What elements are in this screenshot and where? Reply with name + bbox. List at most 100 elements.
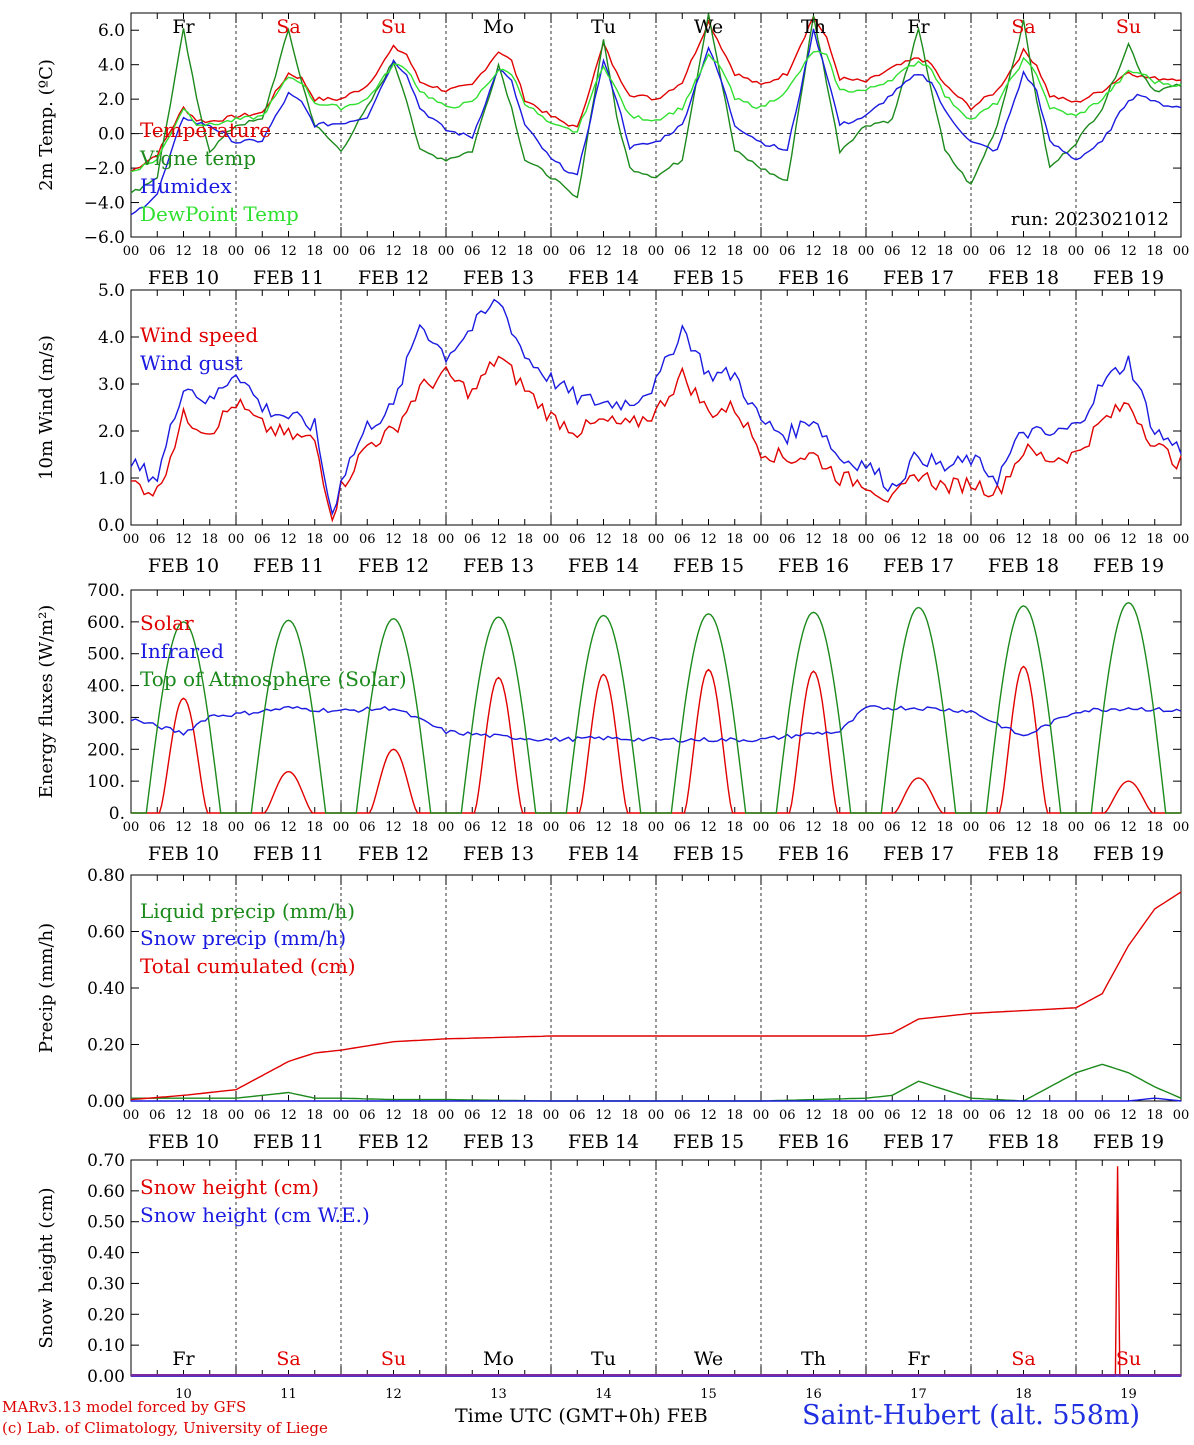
day-of-week-label: Fr [172, 16, 195, 38]
x-hour-label: 06 [884, 1108, 901, 1123]
station-name: Saint-Hubert (alt. 558m) [802, 1400, 1141, 1431]
x-hour-label: 06 [254, 1108, 271, 1123]
day-number-label: 17 [910, 1387, 927, 1402]
x-hour-label: 06 [569, 532, 586, 547]
y-tick-label: 5.0 [98, 281, 125, 301]
x-hour-label: 18 [1146, 244, 1163, 259]
day-number-label: 15 [700, 1387, 717, 1402]
x-hour-label: 00 [543, 1108, 560, 1123]
x-hour-label: 06 [989, 1108, 1006, 1123]
y-tick-label: 0.70 [87, 1151, 125, 1171]
x-hour-label: 12 [700, 532, 717, 547]
x-hour-label: 00 [1173, 1108, 1190, 1123]
x-hour-label: 18 [936, 244, 953, 259]
x-hour-label: 12 [175, 532, 192, 547]
y-axis-label: 2m Temp. (ºC) [36, 59, 57, 191]
x-hour-label: 06 [569, 244, 586, 259]
day-number-label: 19 [1120, 1387, 1137, 1402]
x-hour-label: 06 [989, 532, 1006, 547]
y-tick-label: 0. [109, 804, 125, 824]
day-of-week-label: Mo [483, 16, 514, 38]
y-tick-label: 0.00 [87, 1092, 125, 1112]
x-hour-label: 18 [306, 1108, 323, 1123]
x-hour-label: 12 [1120, 532, 1137, 547]
x-date-label: FEB 13 [463, 1131, 534, 1153]
x-hour-label: 12 [1015, 1108, 1032, 1123]
x-date-label: FEB 13 [463, 843, 534, 865]
x-hour-label: 00 [1173, 244, 1190, 259]
y-tick-label: 200. [87, 740, 125, 760]
x-hour-label: 00 [333, 244, 350, 259]
x-hour-label: 00 [648, 532, 665, 547]
x-hour-label: 12 [490, 1108, 507, 1123]
y-tick-label: 0.10 [87, 1336, 125, 1356]
x-hour-label: 06 [149, 244, 166, 259]
y-tick-label: 600. [87, 613, 125, 633]
x-hour-label: 06 [254, 244, 271, 259]
x-hour-label: 12 [1120, 1108, 1137, 1123]
y-tick-label: 0.00 [87, 1367, 125, 1387]
x-hour-label: 06 [989, 244, 1006, 259]
y-axis-label: Precip (mm/h) [36, 923, 57, 1053]
x-hour-label: 18 [621, 1108, 638, 1123]
day-of-week-label: Su [381, 16, 406, 38]
day-of-week-label: Fr [172, 1348, 195, 1370]
x-date-label: FEB 10 [148, 267, 219, 289]
x-hour-label: 18 [726, 820, 743, 835]
y-tick-label: 100. [87, 772, 125, 792]
x-date-label: FEB 17 [883, 843, 954, 865]
day-number-label: 14 [595, 1387, 612, 1402]
x-date-label: FEB 10 [148, 555, 219, 577]
legend-label: Temperature [140, 118, 271, 142]
x-date-label: FEB 17 [883, 555, 954, 577]
day-of-week-label: Su [1116, 16, 1141, 38]
x-hour-label: 18 [516, 244, 533, 259]
x-hour-label: 00 [1068, 820, 1085, 835]
y-tick-label: 6.0 [98, 21, 125, 41]
x-date-label: FEB 11 [253, 267, 324, 289]
x-date-label: FEB 11 [253, 843, 324, 865]
x-hour-label: 00 [753, 532, 770, 547]
x-date-label: FEB 18 [988, 1131, 1059, 1153]
x-date-label: FEB 16 [778, 1131, 849, 1153]
x-date-label: FEB 13 [463, 267, 534, 289]
x-hour-label: 00 [543, 820, 560, 835]
series-line-wind-gust [130, 298, 1182, 516]
x-date-label: FEB 15 [673, 267, 744, 289]
x-hour-label: 00 [963, 532, 980, 547]
x-hour-label: 06 [569, 1108, 586, 1123]
day-of-week-label: Sa [276, 16, 300, 38]
x-date-label: FEB 12 [358, 555, 429, 577]
x-hour-label: 00 [753, 1108, 770, 1123]
x-hour-label: 12 [1015, 532, 1032, 547]
x-date-label: FEB 18 [988, 843, 1059, 865]
day-number-label: 12 [385, 1387, 402, 1402]
day-of-week-label: We [694, 16, 723, 38]
day-of-week-label: Su [1116, 1348, 1141, 1370]
day-number-label: 13 [490, 1387, 507, 1402]
x-hour-label: 12 [1015, 244, 1032, 259]
day-of-week-label: Mo [483, 1348, 514, 1370]
legend-label: Wind gust [140, 351, 243, 375]
x-hour-label: 18 [1041, 244, 1058, 259]
x-hour-label: 00 [648, 244, 665, 259]
day-number-label: 18 [1015, 1387, 1032, 1402]
x-hour-label: 18 [726, 532, 743, 547]
x-hour-label: 12 [280, 820, 297, 835]
y-tick-label: 0.40 [87, 979, 125, 999]
x-hour-label: 00 [1068, 244, 1085, 259]
run-label: run: 2023021012 [1011, 209, 1169, 230]
y-tick-label: 0.60 [87, 1182, 125, 1202]
x-date-label: FEB 15 [673, 555, 744, 577]
x-hour-label: 12 [700, 1108, 717, 1123]
y-tick-label: −4.0 [84, 194, 125, 214]
y-tick-label: 0.20 [87, 1036, 125, 1056]
series-line-top-of-atmosphere-solar- [131, 601, 1181, 814]
x-date-label: FEB 12 [358, 1131, 429, 1153]
x-hour-label: 00 [123, 532, 140, 547]
legend-label: Total cumulated (cm) [140, 954, 356, 978]
x-hour-label: 12 [700, 820, 717, 835]
x-hour-label: 00 [228, 1108, 245, 1123]
x-hour-label: 00 [123, 820, 140, 835]
x-hour-label: 18 [1146, 820, 1163, 835]
